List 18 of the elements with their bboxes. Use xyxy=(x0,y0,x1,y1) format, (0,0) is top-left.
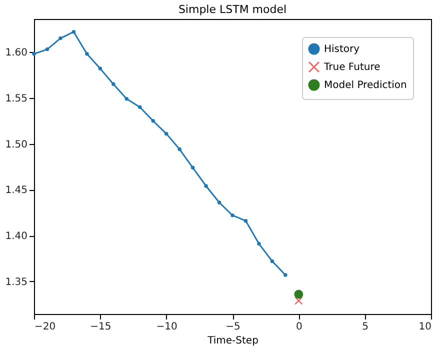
x-tick-label: 10 xyxy=(418,322,432,332)
x-tick-label: 5 xyxy=(362,322,369,332)
x-tick-label: −20 xyxy=(34,322,56,332)
legend-label: True Future xyxy=(323,62,380,73)
y-tick-label: 1.55 xyxy=(5,93,28,104)
y-tick-label: 1.50 xyxy=(5,139,28,150)
legend-label: Model Prediction xyxy=(324,80,407,91)
x-tick-label: 0 xyxy=(296,322,302,332)
x-axis-title: Time-Step xyxy=(206,336,258,346)
legend-label: History xyxy=(324,44,360,55)
y-tick-label: 1.40 xyxy=(5,231,28,242)
x-tick-label: −10 xyxy=(156,322,178,332)
y-tick-label: 1.35 xyxy=(5,276,28,288)
chart-title: Simple LSTM model xyxy=(178,3,287,16)
x-tick-label: −15 xyxy=(90,322,112,332)
x-tick-label: −5 xyxy=(226,322,240,332)
y-tick-label: 1.45 xyxy=(5,185,28,196)
y-tick-label: 1.60 xyxy=(5,48,28,59)
